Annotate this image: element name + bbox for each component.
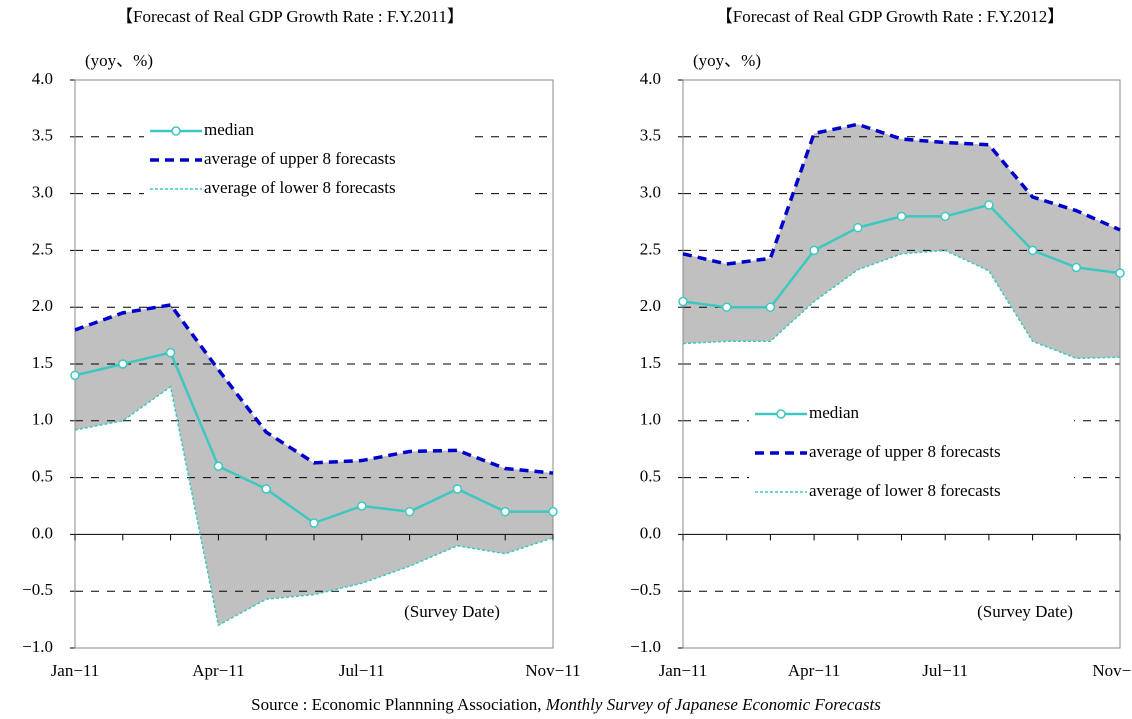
legend-label: average of upper 8 forecasts: [204, 149, 396, 168]
y-tick-label: −0.5: [22, 580, 53, 599]
marker: [213, 461, 224, 471]
legend: median average of upper 8 forecasts averag…: [749, 400, 1074, 506]
x-tick-label: Apr−11: [192, 661, 244, 680]
series-line: [682, 122, 1121, 266]
marker: [404, 506, 415, 517]
marker: [940, 211, 950, 222]
y-tick-label: 3.5: [640, 126, 661, 145]
marker: [721, 302, 732, 312]
x-tick-label: Nov−11: [1092, 661, 1132, 680]
x-tick-label: Jul−11: [339, 661, 385, 680]
chart-title: 【Forecast of Real GDP Growth Rate : F.Y.…: [716, 7, 1065, 26]
marker: [984, 200, 994, 210]
marker: [548, 506, 558, 517]
marker: [165, 347, 176, 358]
marker: [500, 506, 510, 517]
y-tick-label: 2.0: [32, 296, 53, 315]
y-tick-label: 2.5: [32, 239, 53, 258]
source-prefix: Source : Economic Plannning Association,: [251, 695, 546, 714]
legend-label: median: [809, 403, 860, 422]
legend-marker: [171, 126, 181, 136]
y-tick-label: 4.0: [32, 69, 53, 88]
marker: [118, 359, 128, 369]
marker: [309, 518, 319, 528]
y-tick-label: 3.5: [32, 126, 53, 145]
marker: [1115, 268, 1125, 278]
x-tick-label: Jan−11: [51, 661, 100, 680]
y-tick-label: 0.0: [640, 523, 661, 542]
marker: [678, 296, 688, 307]
band: [683, 124, 1120, 359]
marker: [1027, 245, 1038, 256]
legend-marker: [776, 409, 786, 419]
marker: [896, 211, 907, 222]
source-publication: Monthly Survey of Japanese Economic Fore…: [545, 695, 881, 714]
legend-label: average of upper 8 forecasts: [809, 442, 1001, 461]
y-tick-label: −1.0: [22, 637, 53, 656]
y-tick-label: 1.5: [640, 353, 661, 372]
series-line: [74, 385, 554, 627]
marker: [261, 484, 271, 494]
y-tick-label: −1.0: [630, 637, 661, 656]
y-axis-label: (yoy、%): [85, 51, 153, 70]
series-line: [682, 249, 1121, 360]
band: [75, 304, 553, 626]
marker: [853, 222, 863, 233]
y-tick-label: 3.0: [640, 183, 661, 202]
series-line: [74, 303, 554, 475]
y-tick-label: 2.0: [640, 296, 661, 315]
legend-label: average of lower 8 forecasts: [809, 481, 1001, 500]
legend: median average of upper 8 forecasts averag…: [144, 117, 469, 203]
chart-title: 【Forecast of Real GDP Growth Rate : F.Y.…: [116, 7, 464, 26]
y-tick-label: 0.5: [640, 467, 661, 486]
x-tick-label: Apr−11: [788, 661, 840, 680]
y-tick-label: 1.0: [32, 410, 53, 429]
y-tick-label: 2.5: [640, 239, 661, 258]
y-tick-label: 1.5: [32, 353, 53, 372]
marker: [357, 501, 367, 511]
y-tick-label: −0.5: [630, 580, 661, 599]
y-tick-label: 0.0: [32, 523, 53, 542]
marker: [809, 245, 819, 256]
legend-label: median: [204, 120, 255, 139]
x-tick-label: Jan−11: [659, 661, 708, 680]
y-tick-label: 4.0: [640, 69, 661, 88]
marker: [452, 484, 463, 494]
source: Source : Economic Plannning Association,…: [251, 695, 881, 714]
x-tick-label: Nov−11: [525, 661, 580, 680]
y-tick-label: 0.5: [32, 467, 53, 486]
y-axis-label: (yoy、%): [693, 51, 761, 70]
marker: [765, 302, 776, 312]
marker: [70, 370, 80, 381]
y-tick-label: 1.0: [640, 410, 661, 429]
marker: [1071, 262, 1082, 273]
y-tick-label: 3.0: [32, 183, 53, 202]
plot-frame: [74, 79, 554, 649]
x-tick-label: Jul−11: [922, 661, 968, 680]
plot-frame: [682, 79, 1121, 649]
legend-label: average of lower 8 forecasts: [204, 178, 396, 197]
annotation: (Survey Date): [404, 602, 500, 621]
annotation: (Survey Date): [977, 602, 1073, 621]
